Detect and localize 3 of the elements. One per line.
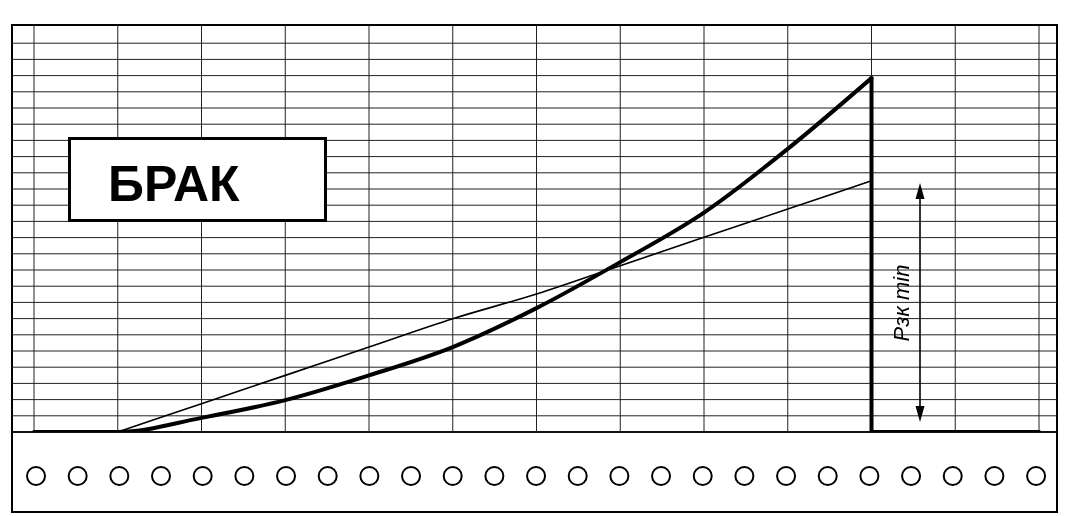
- annotation: Рзк min: [889, 264, 914, 342]
- annotation: БРАК: [108, 155, 240, 212]
- text-frame: БРАК: [68, 137, 327, 222]
